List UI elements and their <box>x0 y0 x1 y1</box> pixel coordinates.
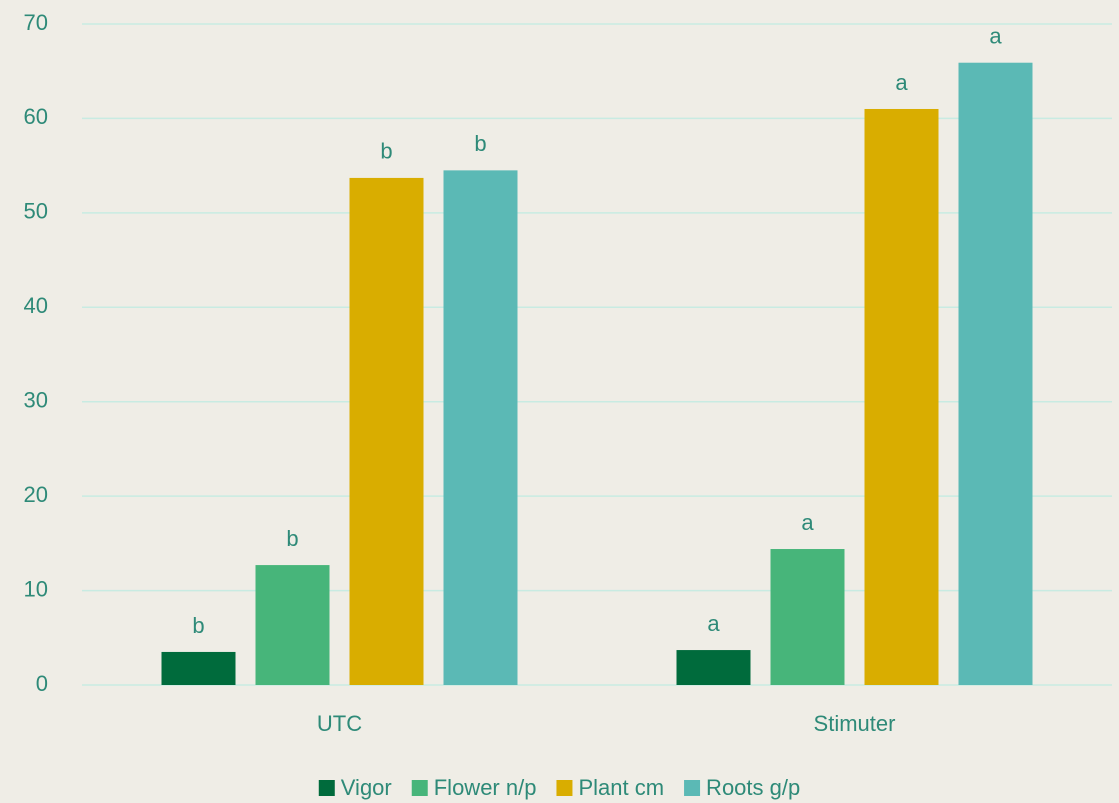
legend-label: Roots g/p <box>706 775 800 800</box>
y-tick-label: 50 <box>24 199 48 224</box>
data-label: b <box>192 613 204 638</box>
bar <box>676 650 751 685</box>
data-label: b <box>286 526 298 551</box>
legend-label: Flower n/p <box>434 775 537 800</box>
legend-swatch <box>556 780 573 796</box>
data-label: a <box>989 24 1002 49</box>
data-label: b <box>474 131 486 156</box>
data-label: b <box>380 139 392 164</box>
data-label: a <box>801 510 814 535</box>
bar <box>958 62 1033 686</box>
y-tick-label: 20 <box>24 482 48 507</box>
bar <box>349 177 424 685</box>
legend-swatch <box>318 780 335 796</box>
bar <box>770 549 845 685</box>
legend: Vigor Flower n/p Plant cm Roots g/p <box>318 775 800 800</box>
bar <box>255 565 330 685</box>
y-tick-label: 30 <box>24 388 48 413</box>
y-tick-label: 40 <box>24 293 48 318</box>
y-tick-label: 0 <box>36 671 48 696</box>
data-label: a <box>707 611 720 636</box>
legend-label: Plant cm <box>578 775 664 800</box>
legend-swatch <box>684 780 701 796</box>
y-tick-label: 10 <box>24 576 48 601</box>
legend-swatch <box>411 780 428 796</box>
x-tick-label: Stimuter <box>814 711 896 736</box>
x-tick-label: UTC <box>317 711 362 736</box>
legend-label: Vigor <box>341 775 392 800</box>
bar <box>443 170 518 686</box>
y-tick-label: 70 <box>24 10 48 35</box>
data-label: a <box>895 70 908 95</box>
bar <box>161 651 236 685</box>
bar <box>864 108 939 685</box>
y-tick-label: 60 <box>24 104 48 129</box>
